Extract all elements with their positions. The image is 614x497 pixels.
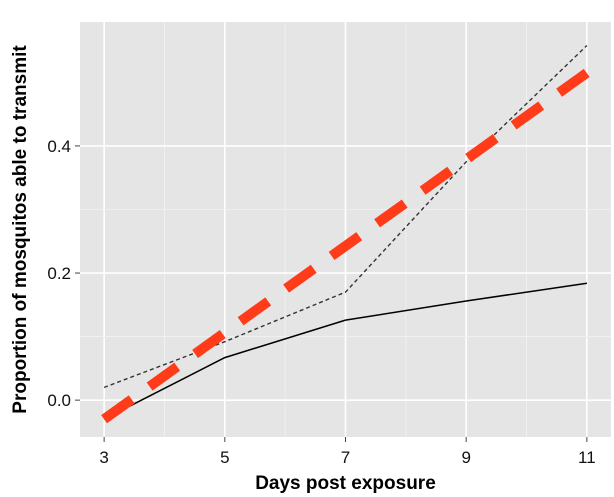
y-tick-label: 0.0 (47, 391, 71, 410)
x-tick-label: 9 (461, 448, 470, 467)
x-axis: 3 5 7 9 11 (99, 437, 596, 467)
grid (80, 22, 611, 437)
y-axis-title: Proportion of mosquitos able to transmit (10, 45, 31, 414)
x-tick-label: 7 (341, 448, 350, 467)
x-tick-label: 5 (220, 448, 229, 467)
series-line-1 (103, 282, 588, 420)
x-tick-label: 3 (99, 448, 108, 467)
y-tick-label: 0.2 (47, 264, 71, 283)
series-line-3 (101, 68, 590, 424)
y-axis: 0.0 0.2 0.4 (47, 137, 80, 410)
x-axis-title: Days post exposure (255, 473, 436, 494)
series-line-2 (103, 44, 588, 389)
x-tick-label: 11 (578, 448, 596, 467)
series-layer (101, 44, 590, 424)
y-tick-label: 0.4 (47, 137, 71, 156)
